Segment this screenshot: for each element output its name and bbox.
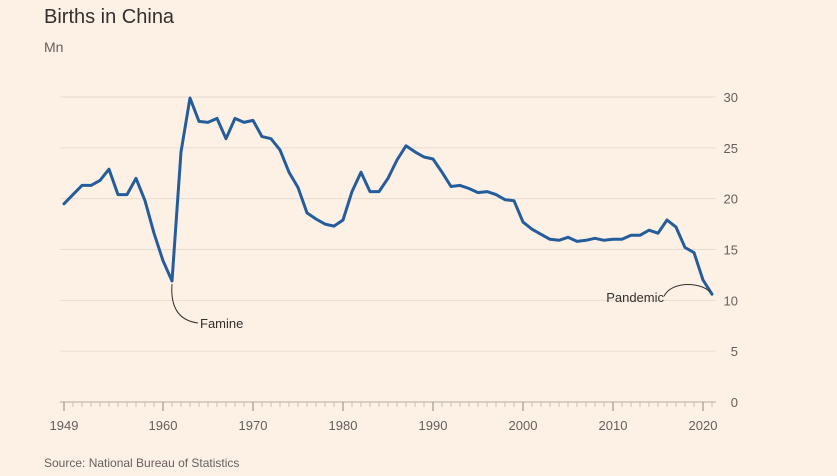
- y-tick-label-15: 15: [724, 243, 738, 258]
- famine-annotation-label: Famine: [200, 316, 243, 331]
- grid-lines: [60, 96, 716, 352]
- x-tick-labels: 1949 1960 1970 1980 1990 2000 2010 2020: [50, 418, 718, 433]
- x-tick-label-1949: 1949: [50, 418, 79, 433]
- x-tick-label-2010: 2010: [599, 418, 628, 433]
- source-note: Source: National Bureau of Statistics: [44, 456, 240, 470]
- births-series-line: [62, 96, 714, 296]
- pandemic-annotation-label: Pandemic: [606, 290, 664, 305]
- x-tick-label-1980: 1980: [329, 418, 358, 433]
- y-axis-unit: Mn: [44, 39, 64, 55]
- y-tick-label-5: 5: [731, 344, 738, 359]
- chart-title: Births in China: [44, 6, 175, 28]
- y-tick-label-0: 0: [731, 395, 738, 410]
- y-tick-label-20: 20: [724, 192, 738, 207]
- x-tick-label-1990: 1990: [419, 418, 448, 433]
- y-tick-labels: 0 5 10 15 20 25 30: [724, 90, 738, 410]
- y-tick-label-10: 10: [724, 293, 738, 308]
- x-tick-label-1960: 1960: [149, 418, 178, 433]
- series-layer: [62, 96, 714, 296]
- pandemic-annotation-connector: [663, 283, 711, 297]
- y-tick-label-25: 25: [724, 141, 738, 156]
- x-tick-label-1970: 1970: [239, 418, 268, 433]
- y-tick-label-30: 30: [724, 90, 738, 105]
- x-tick-label-2020: 2020: [689, 418, 718, 433]
- x-tick-label-2000: 2000: [509, 418, 538, 433]
- x-axis: [60, 401, 716, 411]
- births-line-chart: 0 5 10 15 20 25 30 1949 1960 1970 1980 1990 2000 201…: [50, 90, 738, 433]
- famine-annotation-connector: [171, 283, 199, 324]
- annotations: Famine Pandemic: [171, 283, 711, 331]
